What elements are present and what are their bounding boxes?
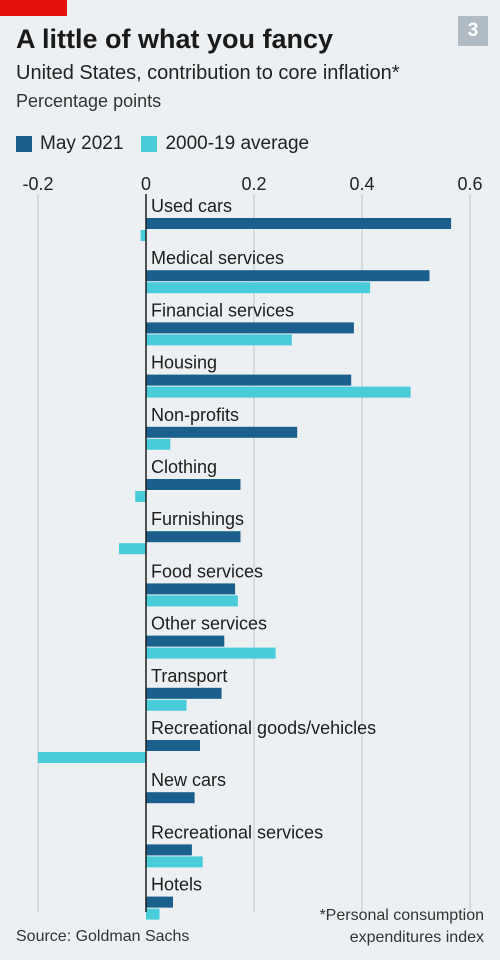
chart-legend: May 2021 2000-19 average	[16, 133, 327, 155]
bar-2000-19-average	[146, 699, 187, 711]
category-label: Used cars	[151, 196, 232, 216]
bar-2000-19-average	[135, 491, 146, 502]
bar-may-2021	[146, 687, 222, 699]
bar-may-2021	[146, 531, 241, 543]
category-label: Clothing	[151, 457, 217, 477]
bar-may-2021	[146, 218, 452, 229]
x-axis-ticks: -0.2 0 0.2 0.4 0.6	[22, 174, 482, 194]
bar-2000-19-average	[146, 908, 160, 920]
legend-label-may-2021: May 2021	[40, 133, 124, 154]
bar-2000-19-average	[146, 334, 292, 346]
bar-2000-19-average	[146, 647, 276, 659]
legend-item-may-2021: May 2021	[16, 133, 123, 155]
category-label: Recreational services	[151, 822, 323, 842]
bar-2000-19-average	[146, 282, 371, 294]
gridlines	[37, 194, 471, 912]
category-label: Transport	[151, 666, 227, 686]
x-tick-label: 0.6	[457, 174, 482, 194]
x-tick-label: 0	[141, 174, 151, 194]
legend-swatch-2000-19-average	[141, 136, 158, 152]
x-tick-label: -0.2	[22, 174, 53, 194]
footnote-line-1: *Personal consumption	[319, 907, 484, 924]
chart-units: Percentage points	[16, 91, 162, 111]
bar-2000-19-average	[119, 543, 146, 555]
chart-subtitle: United States, contribution to core infl…	[16, 62, 400, 84]
bar-2000-19-average	[146, 386, 411, 398]
x-tick-label: 0.2	[241, 174, 266, 194]
bar-may-2021	[146, 479, 241, 490]
category-label: Recreational goods/vehicles	[151, 718, 376, 738]
bar-may-2021	[146, 583, 236, 595]
category-label: Food services	[151, 561, 263, 581]
bar-may-2021	[146, 896, 173, 908]
category-label: Furnishings	[151, 509, 244, 529]
x-tick-label: 0.4	[349, 174, 374, 194]
category-label: Other services	[151, 614, 267, 634]
bar-2000-19-average	[146, 438, 171, 450]
bar-may-2021	[146, 635, 225, 647]
category-label: Financial services	[151, 300, 294, 320]
legend-swatch-may-2021	[16, 136, 32, 152]
bars	[38, 218, 452, 920]
bar-2000-19-average	[140, 230, 146, 241]
footnote-line-2: expenditures index	[349, 929, 484, 946]
legend-label-2000-19-average: 2000-19 average	[165, 133, 310, 154]
category-labels: Used cars Medical services Financial servi…	[151, 196, 376, 895]
footnote: *Personal consumption expenditures index	[319, 905, 484, 949]
legend-item-2000-19-average: 2000-19 average	[141, 133, 309, 155]
bar-may-2021	[146, 322, 354, 334]
economist-red-tab	[0, 0, 67, 16]
category-label: Housing	[151, 353, 217, 373]
bar-may-2021	[146, 426, 298, 438]
bar-2000-19-average	[146, 856, 203, 868]
chart-title: A little of what you fancy	[16, 24, 334, 54]
category-label: Hotels	[151, 875, 202, 895]
chart-number-badge: 3	[458, 16, 488, 46]
bar-may-2021	[146, 270, 430, 282]
category-label: New cars	[151, 770, 226, 790]
bar-may-2021	[146, 374, 352, 386]
bar-may-2021	[146, 740, 200, 751]
bar-2000-19-average	[146, 595, 238, 607]
bar-may-2021	[146, 792, 195, 804]
source-note: Source: Goldman Sachs	[16, 928, 190, 945]
bar-may-2021	[146, 844, 192, 856]
bar-2000-19-average	[38, 752, 146, 763]
category-label: Non-profits	[151, 405, 239, 425]
category-label: Medical services	[151, 248, 284, 268]
